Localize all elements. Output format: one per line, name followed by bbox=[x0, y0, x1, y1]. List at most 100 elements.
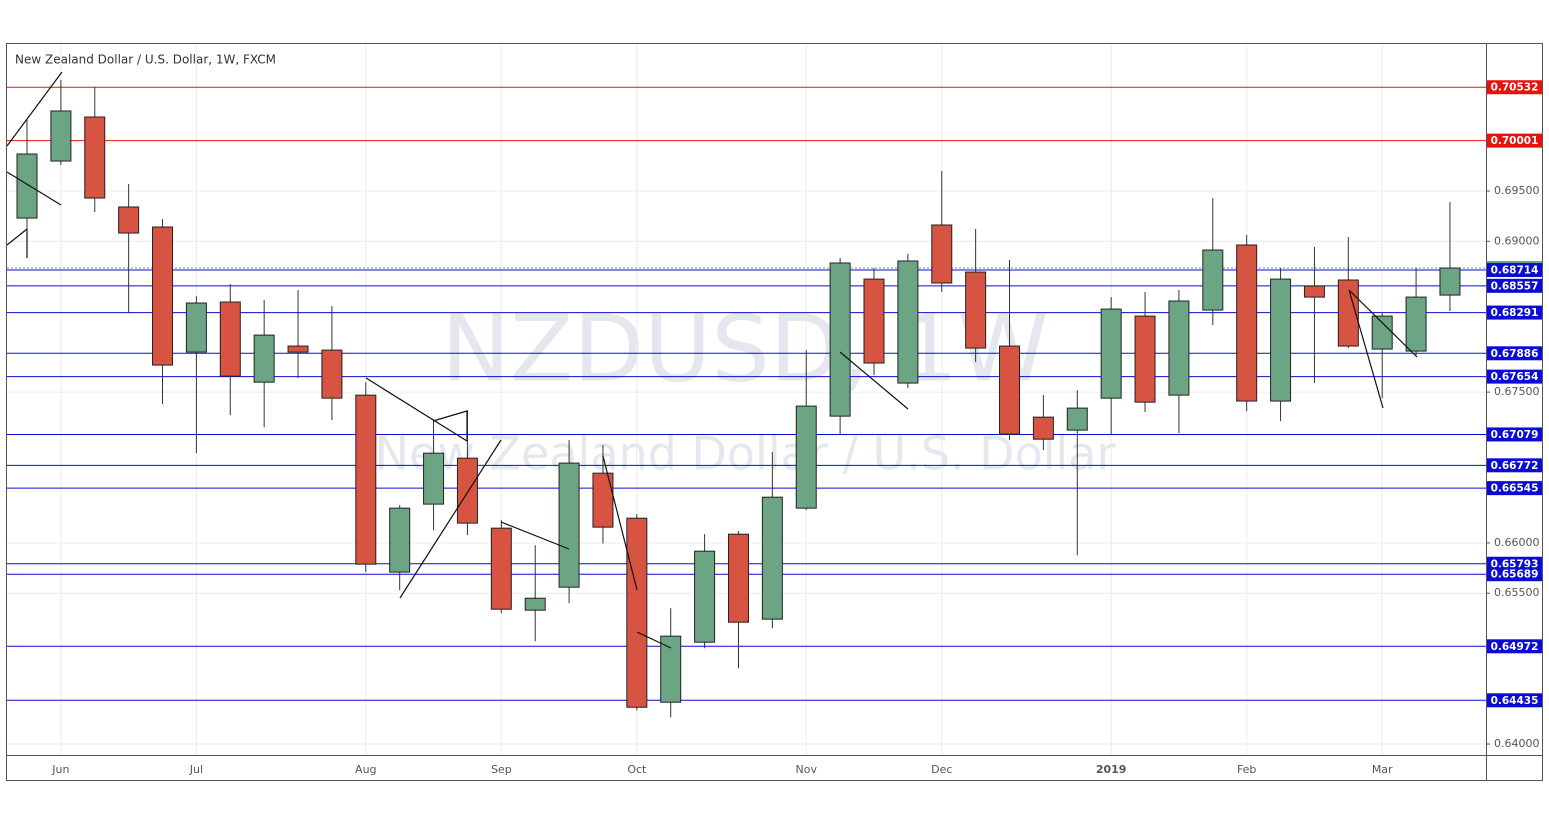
trend-line bbox=[636, 631, 672, 649]
candle-body bbox=[490, 527, 512, 610]
candle-body bbox=[1270, 278, 1292, 402]
level-label: 0.64435 bbox=[1491, 695, 1539, 707]
level-label: 0.67886 bbox=[1491, 348, 1539, 360]
level-label-box bbox=[1487, 305, 1542, 320]
trend-line bbox=[1348, 289, 1418, 358]
y-tick-label: 0.64000 bbox=[1494, 737, 1540, 750]
candle-body bbox=[761, 496, 783, 620]
trend-line bbox=[602, 455, 638, 591]
trend-lines bbox=[6, 71, 1418, 649]
watermark: NZDUSD, 1W bbox=[441, 295, 1048, 402]
candle-body bbox=[1439, 267, 1461, 296]
x-tick-label: Nov bbox=[796, 763, 818, 776]
level-label-box bbox=[1487, 80, 1542, 95]
x-tick-label: 2019 bbox=[1096, 763, 1127, 776]
candle-body bbox=[321, 349, 343, 399]
x-tick-label: Oct bbox=[627, 763, 647, 776]
trend-line bbox=[6, 171, 62, 206]
levels-group: 0.705320.700010.687340.687140.685570.682… bbox=[7, 80, 1542, 708]
candle-body bbox=[1202, 249, 1224, 311]
level-label: 0.70532 bbox=[1491, 82, 1539, 94]
level-label: 0.66545 bbox=[1491, 483, 1539, 495]
candle-body bbox=[931, 224, 953, 284]
trend-line bbox=[6, 228, 28, 246]
candle-body bbox=[1066, 407, 1088, 431]
y-tick-label: 0.66000 bbox=[1494, 536, 1540, 549]
level-label: 0.67079 bbox=[1491, 429, 1539, 441]
candle-body bbox=[1100, 308, 1122, 399]
candle-body bbox=[795, 405, 817, 509]
candle-body bbox=[456, 457, 478, 524]
trend-line bbox=[432, 410, 468, 422]
candle-body bbox=[1236, 244, 1258, 402]
candle-body bbox=[524, 597, 546, 611]
candle-body bbox=[660, 635, 682, 703]
level-label-box bbox=[1487, 693, 1542, 708]
x-tick-label: Aug bbox=[355, 763, 376, 776]
level-label: 0.70001 bbox=[1491, 135, 1539, 147]
level-label: 0.67654 bbox=[1491, 371, 1539, 383]
candle-body bbox=[592, 472, 614, 528]
candle-body bbox=[423, 452, 445, 505]
level-label-box bbox=[1487, 567, 1542, 582]
trend-line bbox=[6, 71, 63, 147]
candle-body bbox=[1405, 296, 1427, 352]
trend-line bbox=[399, 439, 502, 599]
candle-body bbox=[1168, 300, 1190, 396]
watermark-group: NZDUSD, 1W New Zealand Dollar / U.S. Dol… bbox=[375, 295, 1116, 480]
level-label-box bbox=[1487, 263, 1542, 278]
candle-body bbox=[1371, 315, 1393, 350]
candle-body bbox=[185, 302, 207, 353]
axes-group bbox=[6, 43, 1543, 781]
candle-body bbox=[1337, 279, 1359, 347]
candle-body bbox=[965, 271, 987, 349]
candles-group bbox=[16, 80, 1461, 718]
x-tick-label: Mar bbox=[1372, 763, 1393, 776]
level-label: 0.64972 bbox=[1491, 641, 1539, 653]
candle-body bbox=[287, 345, 309, 353]
candle-body bbox=[999, 345, 1021, 435]
level-label-box bbox=[1487, 133, 1542, 148]
level-label-box bbox=[1487, 427, 1542, 442]
level-label-box bbox=[1487, 458, 1542, 473]
chart-title: New Zealand Dollar / U.S. Dollar, 1W, FX… bbox=[15, 53, 276, 67]
candle-body bbox=[16, 153, 38, 219]
level-label-box bbox=[1487, 639, 1542, 654]
candle-body bbox=[1032, 416, 1054, 440]
trend-line bbox=[1348, 289, 1384, 409]
candle-body bbox=[863, 278, 885, 364]
candle-body bbox=[558, 462, 580, 588]
x-tick-label: Feb bbox=[1237, 763, 1256, 776]
candle-body bbox=[1303, 285, 1325, 298]
candle-body bbox=[50, 110, 72, 162]
level-label: 0.68714 bbox=[1491, 265, 1539, 277]
candle-body bbox=[727, 533, 749, 623]
level-label: 0.65689 bbox=[1491, 569, 1539, 581]
y-tick-label: 0.69500 bbox=[1494, 184, 1540, 197]
candle-body bbox=[84, 116, 106, 199]
candle-body bbox=[389, 507, 411, 573]
candle-body bbox=[897, 260, 919, 384]
y-tick-label: 0.67500 bbox=[1494, 385, 1540, 398]
level-label: 0.68291 bbox=[1491, 307, 1539, 319]
level-label: 0.66772 bbox=[1491, 460, 1539, 472]
x-tick-label: Sep bbox=[491, 763, 512, 776]
candle-body bbox=[626, 517, 648, 708]
candle-body bbox=[118, 206, 140, 234]
candle-body bbox=[694, 550, 716, 643]
candle-body bbox=[219, 301, 241, 377]
x-tick-label: Jun bbox=[51, 763, 69, 776]
candle-body bbox=[829, 262, 851, 417]
candle-body bbox=[152, 226, 174, 366]
candle-body bbox=[253, 334, 275, 383]
level-label-box bbox=[1487, 346, 1542, 361]
level-label-box bbox=[1487, 278, 1542, 293]
level-label: 0.68557 bbox=[1491, 280, 1539, 292]
watermark-subtitle: New Zealand Dollar / U.S. Dollar bbox=[375, 427, 1116, 481]
level-label-box bbox=[1487, 481, 1542, 496]
level-label-box bbox=[1487, 369, 1542, 384]
candle-body bbox=[355, 394, 377, 565]
